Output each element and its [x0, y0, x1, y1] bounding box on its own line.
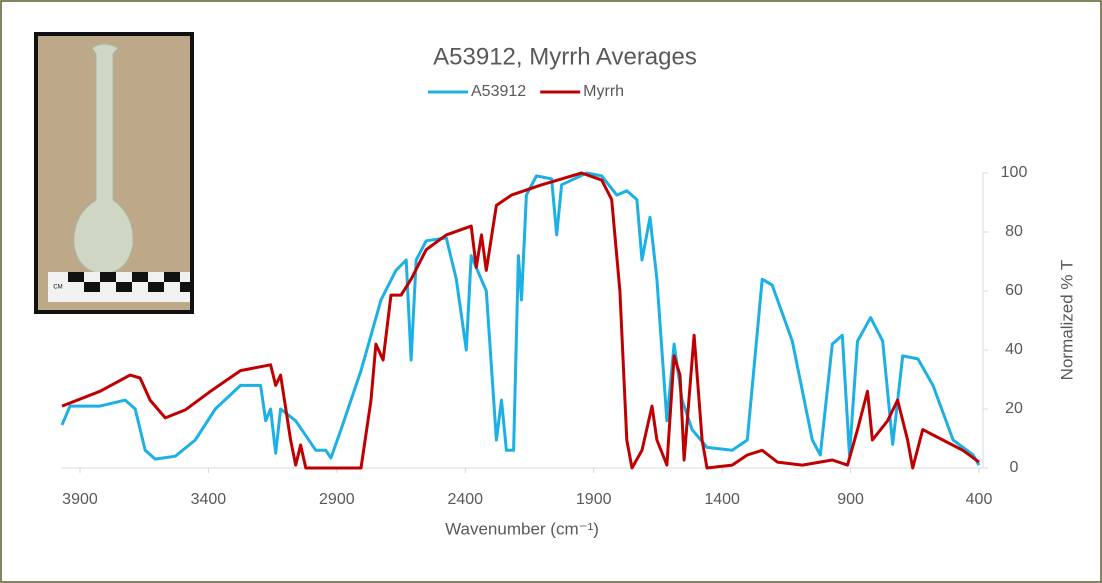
x-tick-label: 1400 — [704, 491, 740, 508]
x-tick-label: 3900 — [62, 491, 98, 508]
legend-label: A53912 — [471, 83, 526, 100]
x-tick-label: 1900 — [576, 491, 612, 508]
legend-label: Myrrh — [583, 83, 624, 100]
x-axis-label: Wavenumber (cm⁻¹) — [445, 519, 599, 538]
x-tick-label: 2400 — [447, 491, 483, 508]
scale-label: CM — [53, 285, 62, 291]
y-tick-label: 80 — [1005, 223, 1023, 240]
x-tick-label: 3400 — [191, 491, 227, 508]
scale-squares — [68, 272, 190, 292]
x-tick-label: 400 — [966, 491, 993, 508]
y-tick-label: 100 — [1001, 164, 1028, 181]
vase — [73, 43, 134, 275]
y-tick-label: 40 — [1005, 341, 1023, 358]
legend: A53912 Myrrh — [428, 83, 624, 100]
y-tick-label: 20 — [1005, 400, 1023, 417]
y-tick-label: 60 — [1005, 282, 1023, 299]
series-line — [60, 171, 981, 466]
y-tick-label: 0 — [1010, 459, 1019, 476]
photo: CM — [34, 32, 194, 314]
x-tick-label: 2900 — [319, 491, 355, 508]
y-axis-label: Normalized % T — [1057, 260, 1076, 381]
chart-title: A53912, Myrrh Averages — [433, 43, 697, 70]
x-tick-label: 900 — [837, 491, 864, 508]
series-line — [61, 171, 980, 470]
